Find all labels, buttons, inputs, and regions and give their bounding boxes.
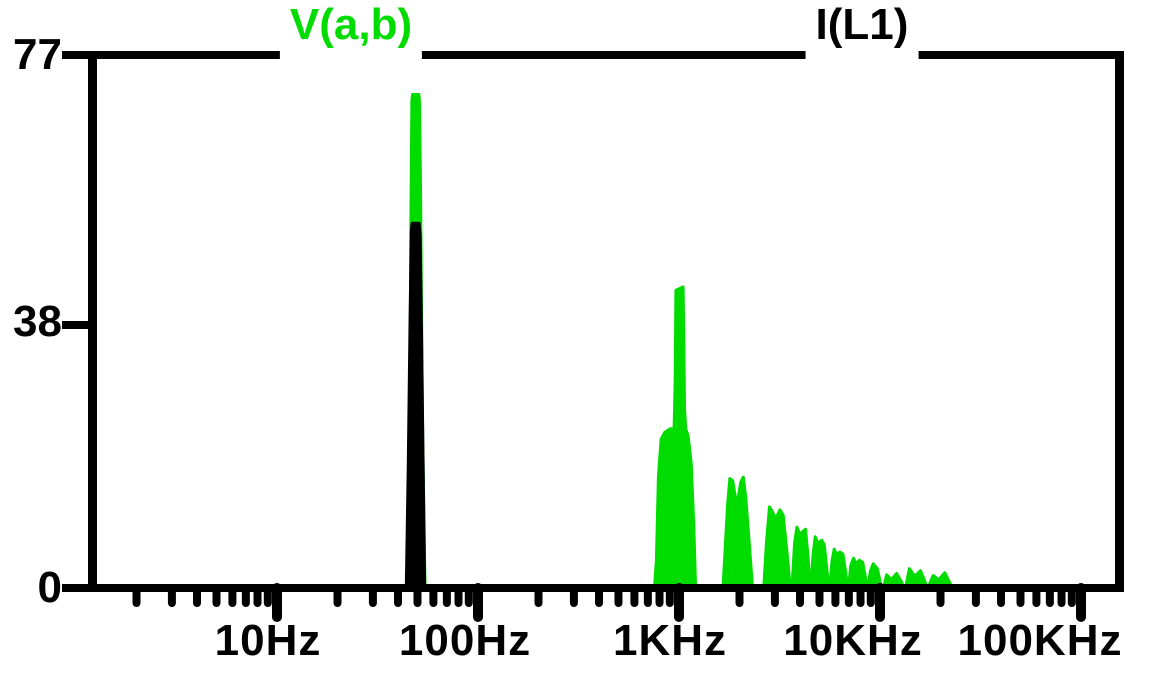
trace-label-il1[interactable]: I(L1): [805, 0, 919, 60]
green-trace-blob-3: [762, 505, 792, 590]
green-trace-blob-6: [828, 547, 850, 590]
green-trace-blob-4: [790, 525, 812, 590]
trace-label-vab[interactable]: V(a,b): [279, 0, 423, 60]
x-tick-label-100hz: 100Hz: [398, 616, 532, 665]
y-tick-label-0: 0: [37, 563, 62, 612]
green-trace-blob-5: [809, 535, 831, 590]
x-tick-label-10khz: 10KHz: [783, 616, 923, 665]
x-tick-label-10hz: 10Hz: [214, 616, 322, 665]
x-tick-label-1khz: 1KHz: [612, 616, 728, 665]
y-tick-label-77: 77: [13, 30, 62, 79]
black-trace-blob-0: [404, 221, 427, 590]
y-tick-label-38: 38: [13, 297, 62, 346]
green-trace-blob-2: [721, 475, 754, 590]
x-tick-label-100khz: 100KHz: [957, 616, 1123, 665]
green-trace-blob-7: [847, 556, 869, 590]
green-trace-blob-1: [653, 285, 698, 590]
